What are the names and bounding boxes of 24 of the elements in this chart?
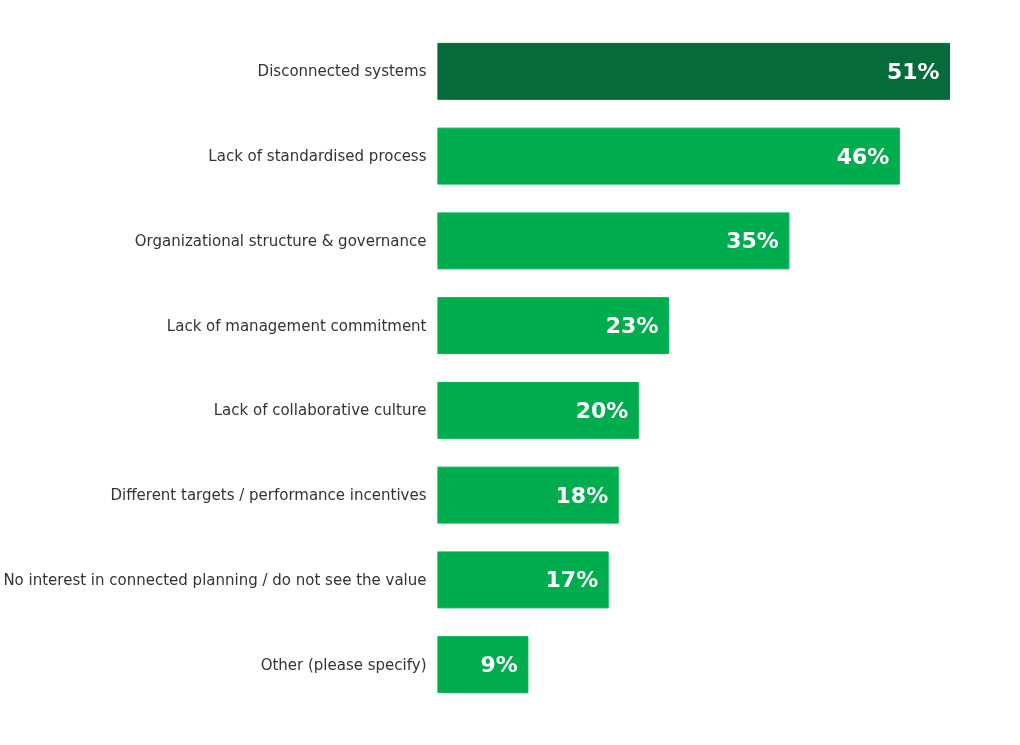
y-tick-label: No interest in connected planning / do not see the value — [3, 570, 427, 589]
bar — [437, 551, 609, 609]
data-label: 35% — [726, 228, 779, 254]
bar — [437, 42, 951, 100]
bar — [437, 466, 619, 524]
data-label: 20% — [575, 397, 629, 423]
y-tick-label: Other (please specify) — [260, 655, 427, 674]
y-tick-label: Lack of standardised process — [208, 147, 427, 166]
y-tick-label: Disconnected systems — [257, 62, 427, 81]
bar — [437, 212, 790, 270]
data-label: 46% — [836, 143, 890, 169]
data-label: 51% — [886, 58, 940, 84]
y-tick-label: Lack of collaborative culture — [213, 401, 427, 420]
bar — [437, 127, 900, 185]
data-label: 9% — [480, 652, 518, 678]
bar — [437, 381, 639, 439]
bar — [437, 636, 529, 694]
data-label: 23% — [605, 313, 659, 339]
data-label: 17% — [545, 567, 599, 593]
data-label: 18% — [555, 482, 609, 508]
y-tick-label: Different targets / performance incentives — [110, 486, 427, 505]
y-tick-label: Organizational structure & governance — [134, 231, 427, 250]
y-tick-label: Lack of management commitment — [166, 316, 427, 335]
bar — [437, 297, 669, 355]
